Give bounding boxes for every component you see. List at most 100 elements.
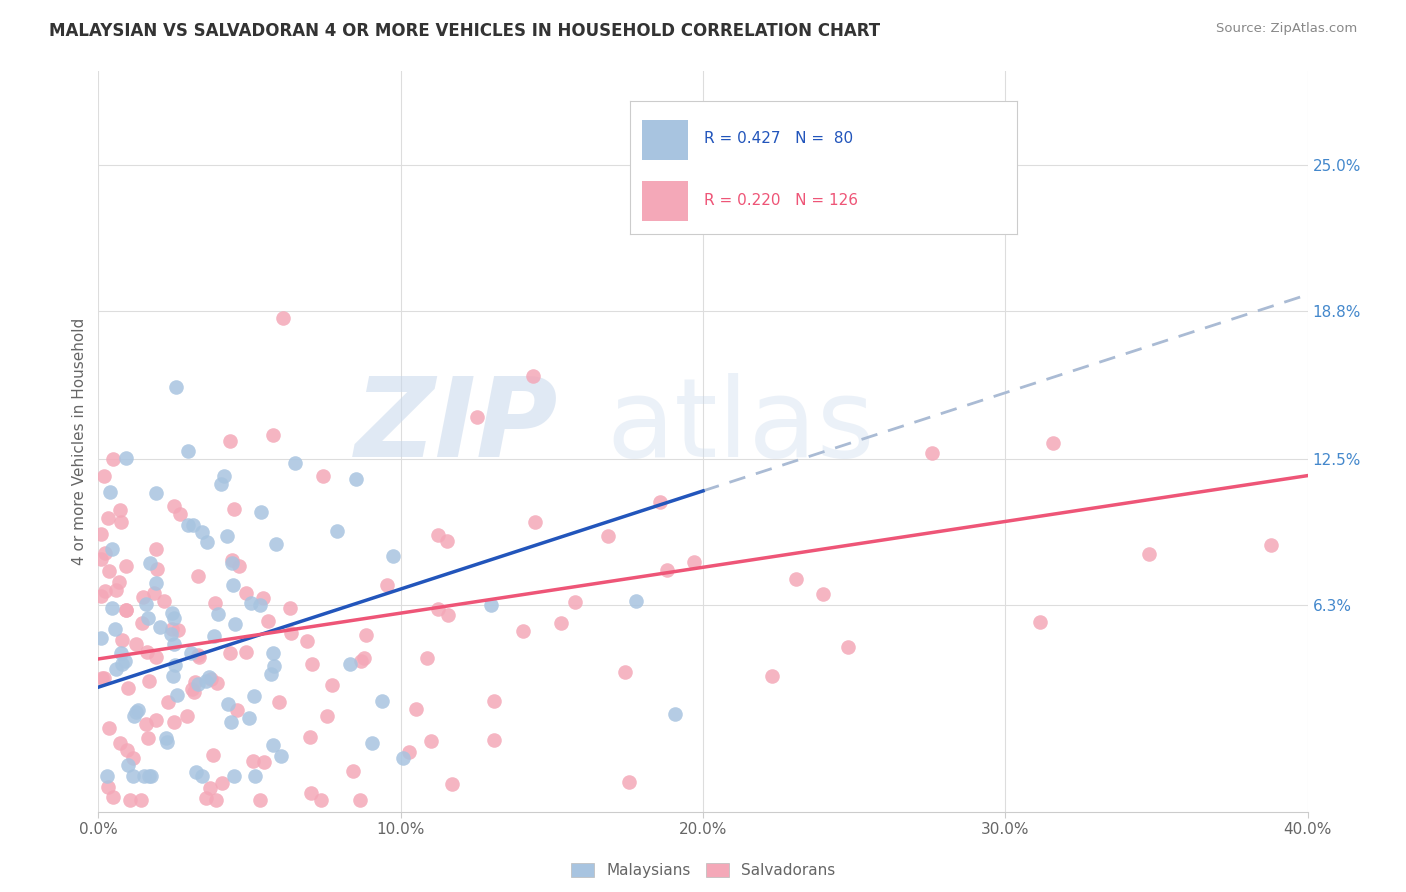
Point	[209, 477, 232, 491]
Point	[105, 582, 128, 597]
Text: ZIP: ZIP	[354, 373, 558, 480]
Point	[298, 730, 321, 744]
Point	[96, 769, 118, 783]
Point	[339, 657, 361, 671]
Point	[361, 736, 384, 750]
Point	[249, 505, 271, 519]
Point	[416, 651, 439, 665]
Point	[115, 603, 138, 617]
Point	[121, 751, 143, 765]
Point	[228, 558, 250, 573]
Point	[350, 654, 373, 668]
Point	[107, 575, 129, 590]
Point	[222, 502, 245, 516]
Point	[136, 611, 159, 625]
Point	[263, 658, 285, 673]
Point	[143, 586, 166, 600]
Point	[97, 780, 120, 794]
Point	[94, 583, 117, 598]
Point	[100, 600, 122, 615]
Point	[108, 736, 131, 750]
Point	[512, 624, 534, 639]
Point	[465, 410, 488, 425]
Point	[101, 790, 124, 805]
Point	[226, 703, 249, 717]
Point	[349, 793, 371, 807]
Point	[180, 681, 202, 696]
Point	[392, 751, 415, 765]
Point	[921, 446, 943, 460]
Point	[353, 651, 375, 665]
Point	[131, 615, 153, 630]
Point	[436, 534, 458, 549]
Point	[204, 596, 226, 610]
Point	[141, 769, 163, 783]
Point	[187, 569, 209, 583]
Point	[197, 534, 219, 549]
Point	[655, 563, 678, 577]
Point	[252, 591, 274, 605]
Point	[115, 559, 138, 574]
Point	[523, 515, 546, 529]
Point	[479, 598, 502, 612]
Point	[93, 546, 115, 560]
Point	[183, 685, 205, 699]
Point	[280, 601, 302, 615]
Point	[398, 745, 420, 759]
Point	[284, 456, 307, 470]
Y-axis label: 4 or more Vehicles in Household: 4 or more Vehicles in Household	[72, 318, 87, 566]
Point	[110, 646, 132, 660]
Point	[145, 542, 167, 557]
Point	[135, 597, 157, 611]
Point	[169, 507, 191, 521]
Point	[117, 681, 139, 696]
Point	[146, 562, 169, 576]
Point	[262, 738, 284, 752]
Point	[624, 594, 647, 608]
Point	[111, 633, 134, 648]
Legend: Malaysians, Salvadorans: Malaysians, Salvadorans	[571, 863, 835, 878]
Point	[163, 714, 186, 729]
Point	[219, 434, 242, 448]
Point	[1029, 615, 1052, 630]
Point	[138, 674, 160, 689]
Point	[321, 678, 343, 692]
Point	[145, 649, 167, 664]
Point	[117, 757, 139, 772]
Point	[163, 499, 186, 513]
Point	[426, 528, 449, 542]
Point	[127, 702, 149, 716]
Point	[215, 529, 238, 543]
Point	[245, 769, 267, 783]
Point	[145, 486, 167, 500]
Point	[262, 646, 284, 660]
Point	[156, 735, 179, 749]
Point	[354, 628, 377, 642]
Point	[1137, 548, 1160, 562]
Point	[617, 775, 640, 789]
Point	[195, 790, 218, 805]
Point	[122, 769, 145, 783]
Point	[190, 524, 212, 539]
Point	[218, 646, 240, 660]
Point	[153, 594, 176, 608]
Point	[188, 649, 211, 664]
Point	[200, 780, 222, 795]
Point	[176, 518, 198, 533]
Point	[564, 595, 586, 609]
Point	[270, 749, 292, 764]
Point	[240, 596, 263, 610]
Point	[180, 647, 202, 661]
Point	[301, 657, 323, 671]
Point	[134, 769, 156, 783]
Point	[125, 637, 148, 651]
Point	[280, 626, 302, 640]
Point	[1042, 436, 1064, 450]
Point	[160, 622, 183, 636]
Point	[97, 511, 120, 525]
Point	[155, 731, 177, 745]
Point	[90, 552, 112, 566]
Point	[371, 693, 394, 707]
Point	[90, 671, 112, 685]
Point	[104, 662, 127, 676]
